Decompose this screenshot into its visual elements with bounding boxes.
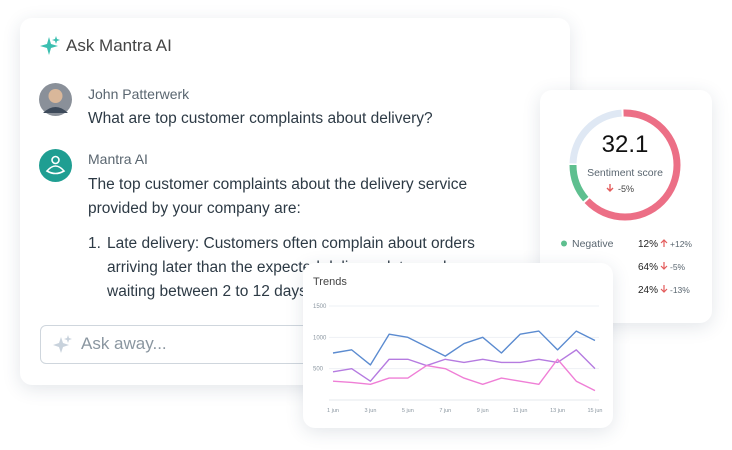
- legend-value: 12%: [638, 239, 658, 250]
- chat-input[interactable]: Ask away...: [40, 325, 332, 364]
- center-change: -5%: [618, 184, 634, 194]
- up-arrow: [660, 239, 668, 247]
- line-chart: Trends 500 1000 1500 1 jun 3 jun 5 jun 7 jun 9 …: [313, 276, 603, 414]
- center-value: 32.1: [602, 131, 649, 158]
- author: Mantra AI: [88, 151, 148, 167]
- legend-change: -5%: [670, 262, 686, 272]
- down-arrow: [660, 285, 668, 293]
- author: John Patterwerk: [88, 86, 190, 102]
- input-placeholder: Ask away...: [81, 334, 167, 353]
- legend-value: 64%: [638, 262, 658, 273]
- y-tick-label: 1000: [313, 335, 327, 341]
- sparkle-icon: [40, 36, 60, 55]
- x-tick-label: 13 jun: [550, 408, 565, 414]
- x-tick-label: 3 jun: [364, 408, 376, 414]
- list-number: 1.: [88, 235, 101, 252]
- x-tick-label: 11 jun: [513, 408, 528, 414]
- chart-title: Trends: [313, 276, 347, 288]
- message-line: provided by your company are:: [88, 200, 301, 217]
- center-label: Sentiment score: [587, 167, 663, 179]
- user-avatar: [39, 83, 72, 116]
- list-line: Late delivery: Customers often complain …: [107, 235, 475, 252]
- trends-card: Trends 500 1000 1500 1 jun 3 jun 5 jun 7 jun 9 …: [303, 263, 613, 428]
- input-icon: [53, 335, 72, 353]
- y-tick-label: 1500: [313, 304, 327, 310]
- y-tick-label: 500: [313, 367, 324, 373]
- x-tick-label: 9 jun: [477, 408, 489, 414]
- legend-dot: [561, 240, 567, 247]
- x-tick-label: 7 jun: [439, 408, 451, 414]
- series-line: [332, 349, 596, 382]
- legend-label: Negative: [572, 238, 614, 250]
- message-line: The top customer complaints about the de…: [88, 176, 468, 193]
- down-arrow: [606, 184, 614, 192]
- donut-chart: 32.1 Sentiment score -5% Negative 12% +12%…: [561, 109, 692, 296]
- series-line: [332, 358, 596, 392]
- legend-value: 24%: [638, 285, 658, 296]
- x-tick-label: 15 jun: [588, 408, 603, 414]
- message: What are top customer complaints about d…: [88, 110, 433, 127]
- legend-change: -13%: [670, 285, 690, 295]
- series-line: [332, 330, 596, 366]
- bot-avatar: [39, 149, 72, 182]
- chat-card: Ask Mantra AI John Patterwerk What are t…: [20, 18, 570, 385]
- chat-title: Ask Mantra AI: [66, 36, 172, 55]
- x-tick-label: 1 jun: [327, 408, 339, 414]
- donut-segment: [569, 109, 681, 221]
- list-line: waiting between 2 to 12 days: [107, 283, 307, 300]
- down-arrow: [660, 262, 668, 270]
- legend-change: +12%: [670, 239, 692, 249]
- x-tick-label: 5 jun: [402, 408, 414, 414]
- donut-segment: [569, 109, 681, 221]
